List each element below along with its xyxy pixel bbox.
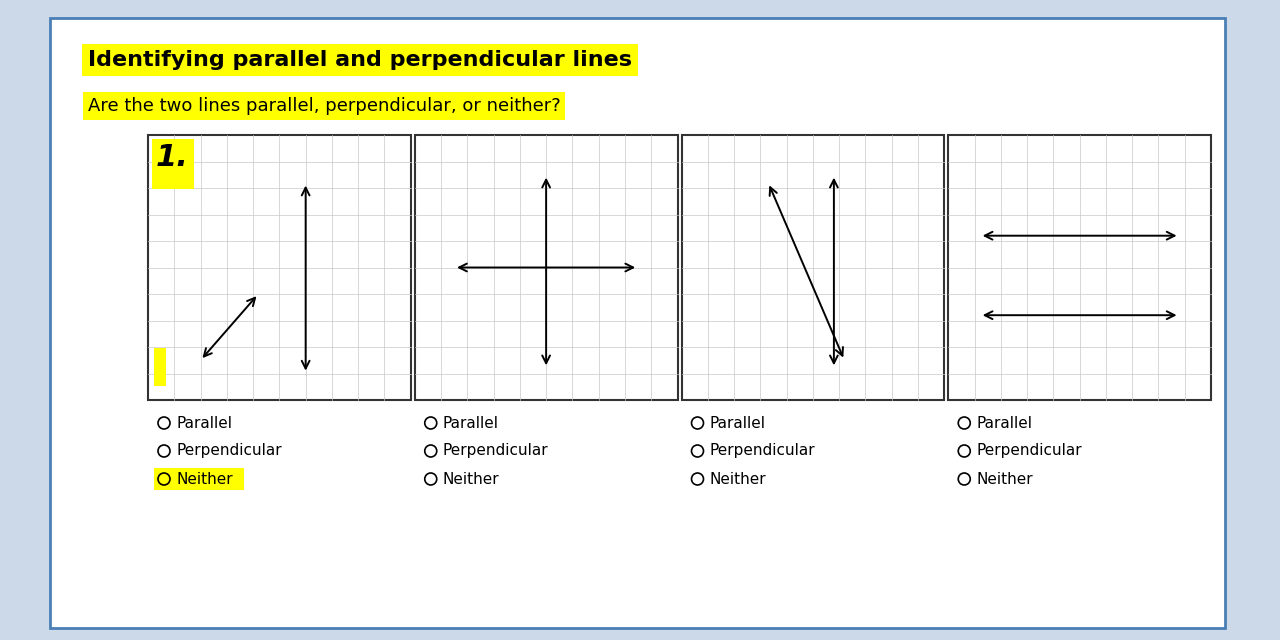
Text: Neither: Neither [709,472,767,486]
Text: Are the two lines parallel, perpendicular, or neither?: Are the two lines parallel, perpendicula… [88,97,561,115]
Text: Parallel: Parallel [177,415,232,431]
Text: Neither: Neither [443,472,499,486]
Bar [152,139,195,189]
Text: Parallel: Parallel [977,415,1032,431]
Text: Identifying parallel and perpendicular lines: Identifying parallel and perpendicular l… [88,50,632,70]
Bar [154,348,166,386]
Text: Parallel: Parallel [443,415,499,431]
Text: Perpendicular: Perpendicular [977,444,1082,458]
Bar [681,135,945,400]
Text: 1.: 1. [156,143,189,172]
Text: Perpendicular: Perpendicular [443,444,548,458]
Text: Neither: Neither [177,472,233,486]
Text: Perpendicular: Perpendicular [709,444,815,458]
Text: Parallel: Parallel [709,415,765,431]
Bar [148,135,411,400]
Bar [948,135,1211,400]
Text: Perpendicular: Perpendicular [177,444,282,458]
Bar [154,468,244,490]
Text: Neither: Neither [977,472,1033,486]
Bar [415,135,677,400]
